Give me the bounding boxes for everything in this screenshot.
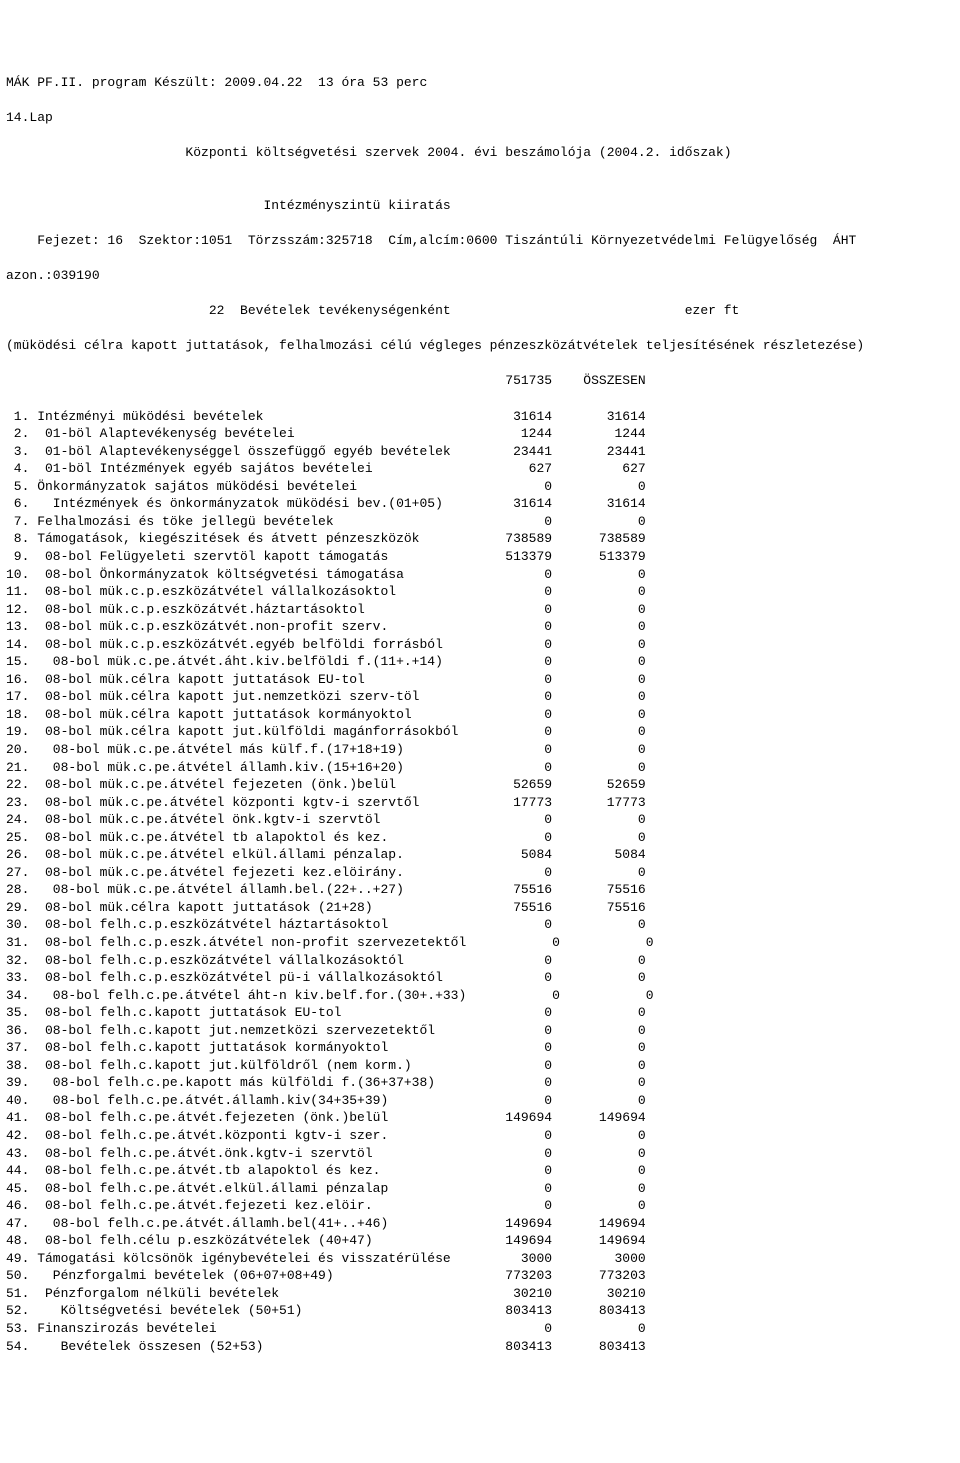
table-row: 8. Támogatások, kiegészitések és átvett …	[6, 530, 960, 548]
table-row: 45. 08-bol felh.c.pe.átvét.elkül.állami …	[6, 1180, 960, 1198]
table-row: 1. Intézményi müködési bevételek 31614 3…	[6, 408, 960, 426]
table-row: 22. 08-bol mük.c.pe.átvétel fejezeten (ö…	[6, 776, 960, 794]
table-row: 3. 01-böl Alaptevékenységgel összefüggő …	[6, 443, 960, 461]
table-row: 51. Pénzforgalom nélküli bevételek 30210…	[6, 1285, 960, 1303]
table-row: 15. 08-bol mük.c.pe.átvét.áht.kiv.belföl…	[6, 653, 960, 671]
table-row: 41. 08-bol felh.c.pe.átvét.fejezeten (ön…	[6, 1109, 960, 1127]
table-row: 30. 08-bol felh.c.p.eszközátvétel háztar…	[6, 916, 960, 934]
table-row: 23. 08-bol mük.c.pe.átvétel központi kgt…	[6, 794, 960, 812]
table-row: 26. 08-bol mük.c.pe.átvétel elkül.állami…	[6, 846, 960, 864]
table-row: 18. 08-bol mük.célra kapott juttatások k…	[6, 706, 960, 724]
table-row: 48. 08-bol felh.célu p.eszközátvételek (…	[6, 1232, 960, 1250]
table-row: 19. 08-bol mük.célra kapott jut.külföldi…	[6, 723, 960, 741]
table-row: 27. 08-bol mük.c.pe.átvétel fejezeti kez…	[6, 864, 960, 882]
table-row: 34. 08-bol felh.c.pe.átvétel áht-n kiv.b…	[6, 987, 960, 1005]
table-row: 4. 01-böl Intézmények egyéb sajátos bevé…	[6, 460, 960, 478]
table-row: 7. Felhalmozási és töke jellegü bevétele…	[6, 513, 960, 531]
table-row: 50. Pénzforgalmi bevételek (06+07+08+49)…	[6, 1267, 960, 1285]
table-row: 47. 08-bol felh.c.pe.átvét.államh.bel(41…	[6, 1215, 960, 1233]
table-row: 29. 08-bol mük.célra kapott juttatások (…	[6, 899, 960, 917]
table-row: 28. 08-bol mük.c.pe.átvétel államh.bel.(…	[6, 881, 960, 899]
table-row: 24. 08-bol mük.c.pe.átvétel önk.kgtv-i s…	[6, 811, 960, 829]
data-rows: 1. Intézményi müködési bevételek 31614 3…	[6, 408, 960, 1356]
table-row: 35. 08-bol felh.c.kapott juttatások EU-t…	[6, 1004, 960, 1022]
table-row: 17. 08-bol mük.célra kapott jut.nemzetkö…	[6, 688, 960, 706]
table-row: 2. 01-böl Alaptevékenység bevételei 1244…	[6, 425, 960, 443]
table-row: 38. 08-bol felh.c.kapott jut.külföldről …	[6, 1057, 960, 1075]
table-row: 25. 08-bol mük.c.pe.átvétel tb alapoktol…	[6, 829, 960, 847]
table-row: 43. 08-bol felh.c.pe.átvét.önk.kgtv-i sz…	[6, 1145, 960, 1163]
table-row: 42. 08-bol felh.c.pe.átvét.központi kgtv…	[6, 1127, 960, 1145]
table-row: 16. 08-bol mük.célra kapott juttatások E…	[6, 671, 960, 689]
table-row: 36. 08-bol felh.c.kapott jut.nemzetközi …	[6, 1022, 960, 1040]
table-row: 33. 08-bol felh.c.p.eszközátvétel pü-i v…	[6, 969, 960, 987]
table-row: 52. Költségvetési bevételek (50+51) 8034…	[6, 1302, 960, 1320]
header-line-2: 14.Lap	[6, 109, 960, 127]
table-row: 46. 08-bol felh.c.pe.átvét.fejezeti kez.…	[6, 1197, 960, 1215]
table-row: 32. 08-bol felh.c.p.eszközátvétel vállal…	[6, 952, 960, 970]
table-row: 11. 08-bol mük.c.p.eszközátvétel vállalk…	[6, 583, 960, 601]
header-line-5: Fejezet: 16 Szektor:1051 Törzsszám:32571…	[6, 232, 960, 250]
header-line-4: Intézményszintü kiiratás	[6, 197, 960, 215]
table-row: 20. 08-bol mük.c.pe.átvétel más külf.f.(…	[6, 741, 960, 759]
header-line-6: azon.:039190	[6, 267, 960, 285]
table-row: 12. 08-bol mük.c.p.eszközátvét.háztartás…	[6, 601, 960, 619]
header-line-8: (müködési célra kapott juttatások, felha…	[6, 337, 960, 355]
header-line-1: MÁK PF.II. program Készült: 2009.04.22 1…	[6, 74, 960, 92]
table-row: 31. 08-bol felh.c.p.eszk.átvétel non-pro…	[6, 934, 960, 952]
table-row: 10. 08-bol Önkormányzatok költségvetési …	[6, 566, 960, 584]
table-row: 13. 08-bol mük.c.p.eszközátvét.non-profi…	[6, 618, 960, 636]
header-line-3: Központi költségvetési szervek 2004. évi…	[6, 144, 960, 162]
header-line-7: 22 Bevételek tevékenységenként ezer ft	[6, 302, 960, 320]
table-row: 53. Finanszirozás bevételei 0 0	[6, 1320, 960, 1338]
table-row: 5. Önkormányzatok sajátos müködési bevét…	[6, 478, 960, 496]
table-row: 40. 08-bol felh.c.pe.átvét.államh.kiv(34…	[6, 1092, 960, 1110]
table-row: 37. 08-bol felh.c.kapott juttatások korm…	[6, 1039, 960, 1057]
table-row: 14. 08-bol mük.c.p.eszközátvét.egyéb bel…	[6, 636, 960, 654]
column-header: 751735 ÖSSZESEN	[6, 372, 960, 390]
table-row: 6. Intézmények és önkormányzatok müködés…	[6, 495, 960, 513]
table-row: 9. 08-bol Felügyeleti szervtöl kapott tá…	[6, 548, 960, 566]
table-row: 54. Bevételek összesen (52+53) 803413 80…	[6, 1338, 960, 1356]
table-row: 39. 08-bol felh.c.pe.kapott más külföldi…	[6, 1074, 960, 1092]
table-row: 44. 08-bol felh.c.pe.átvét.tb alapoktol …	[6, 1162, 960, 1180]
table-row: 21. 08-bol mük.c.pe.átvétel államh.kiv.(…	[6, 759, 960, 777]
table-row: 49. Támogatási kölcsönök igénybevételei …	[6, 1250, 960, 1268]
